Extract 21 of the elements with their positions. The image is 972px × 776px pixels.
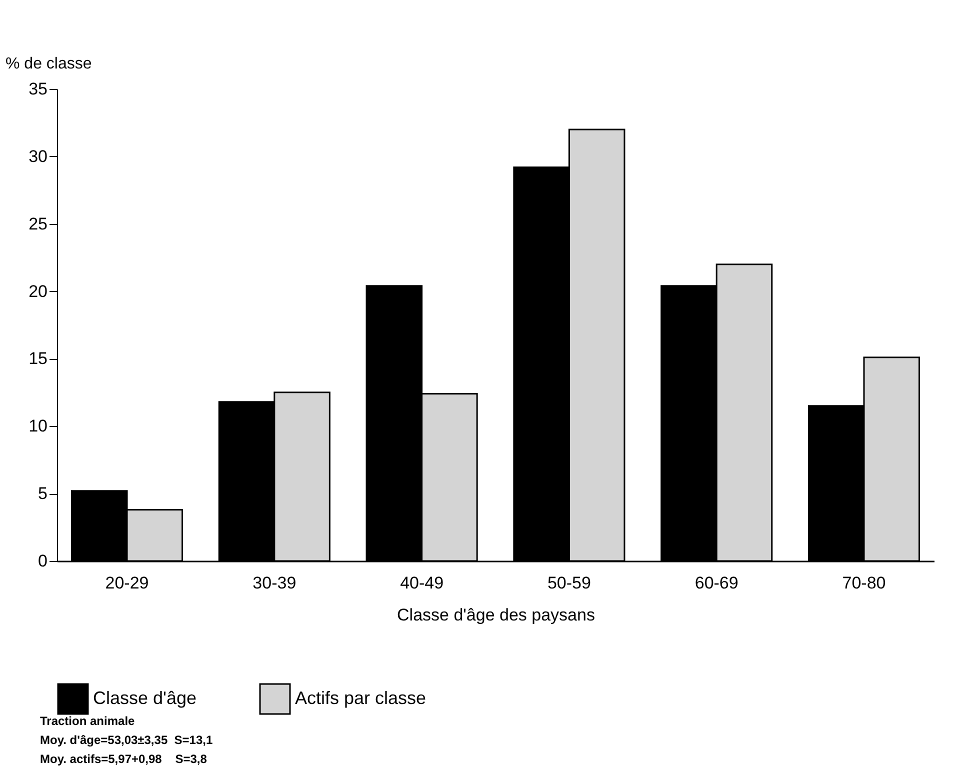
y-tick-label: 5: [38, 484, 48, 504]
x-axis-title: Classe d'âge des paysans: [397, 606, 595, 624]
y-tick-label: 25: [28, 214, 48, 234]
text: Moy. d'âge=53,03±3,35 S=13,1: [40, 732, 213, 749]
x-tick-label: 50-59: [547, 574, 591, 592]
text: Moy. actifs=5,97+0,98 S=3,8: [40, 751, 208, 768]
y-tick-label: 15: [28, 349, 48, 368]
y-axis-title: % de classe: [6, 56, 92, 72]
y-tick-label: 0: [38, 552, 48, 570]
y-tick-label: 35: [28, 80, 48, 98]
y-tick-label: 10: [28, 416, 48, 436]
y-tick-label: 30: [28, 146, 48, 166]
y-tick-label: 20: [28, 282, 48, 301]
x-tick-label: 60-69: [694, 574, 738, 592]
x-tick-label: 40-49: [400, 574, 444, 592]
legend-label: Actifs par classe: [295, 688, 426, 708]
x-tick-label: 70-80: [842, 574, 886, 592]
x-tick-label: 30-39: [252, 574, 296, 592]
legend-label: Classe d'âge: [93, 688, 196, 708]
x-tick-label: 20-29: [105, 574, 149, 592]
text: Traction animale: [40, 713, 136, 730]
